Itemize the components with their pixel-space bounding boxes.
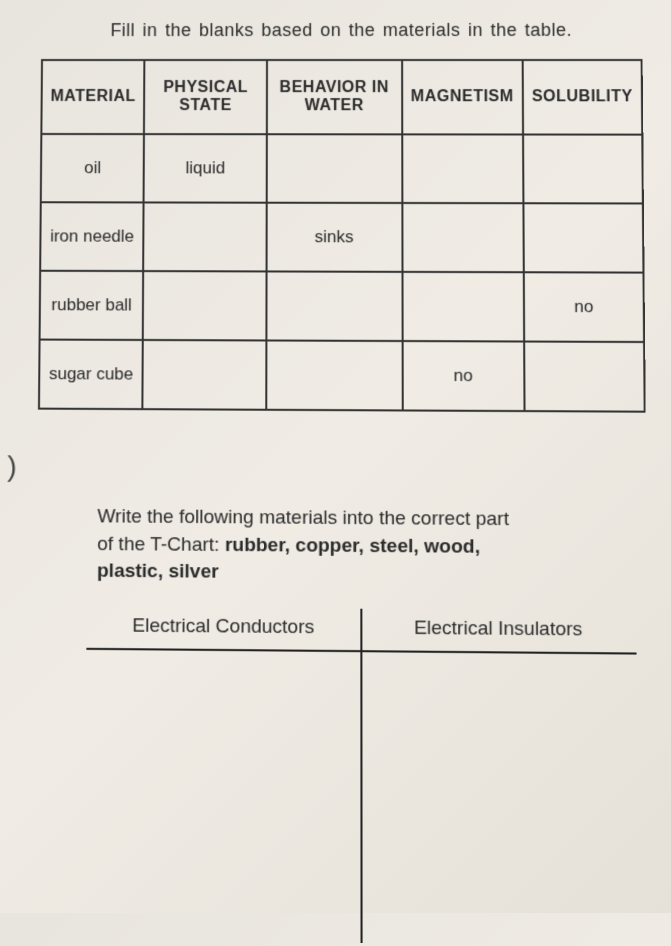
materials-table: MATERIAL PHYSICAL STATE BEHAVIOR IN WATE… xyxy=(38,59,646,413)
cell-solubility[interactable] xyxy=(523,203,643,272)
tchart-header-insulators: Electrical Insulators xyxy=(360,608,636,654)
instruction-text: of the T-Chart: xyxy=(97,533,225,555)
table-header-row: MATERIAL PHYSICAL STATE BEHAVIOR IN WATE… xyxy=(41,60,642,135)
header-material: MATERIAL xyxy=(41,60,144,134)
header-physical-state: PHYSICAL STATE xyxy=(144,60,266,134)
cell-behavior-in-water[interactable] xyxy=(266,271,402,341)
table-row: iron needle sinks xyxy=(40,202,643,272)
cell-solubility[interactable] xyxy=(524,342,645,412)
cell-material: rubber ball xyxy=(40,271,144,340)
header-behavior-in-water: BEHAVIOR IN WATER xyxy=(267,60,402,134)
instruction-text: Write the following materials into the c… xyxy=(97,506,509,530)
cell-magnetism[interactable] xyxy=(402,272,524,342)
cell-magnetism: no xyxy=(402,341,524,411)
cell-magnetism[interactable] xyxy=(402,203,524,272)
materials-list: rubber, copper, steel, wood, xyxy=(225,534,480,557)
cell-physical-state[interactable] xyxy=(143,271,266,340)
fill-blanks-instruction: Fill in the blanks based on the material… xyxy=(41,20,642,41)
cell-solubility[interactable] xyxy=(523,135,643,204)
cell-material: oil xyxy=(41,134,145,202)
tchart-divider xyxy=(360,608,362,942)
cell-material: sugar cube xyxy=(39,340,143,410)
table-row: rubber ball no xyxy=(40,271,645,342)
materials-list: plastic, silver xyxy=(97,561,219,584)
cell-material: iron needle xyxy=(40,202,144,271)
header-solubility: SOLUBILITY xyxy=(523,60,643,135)
cell-behavior-in-water: sinks xyxy=(266,203,402,272)
table-row: sugar cube no xyxy=(39,340,645,412)
t-chart: Electrical Conductors Electrical Insulat… xyxy=(84,606,639,946)
tchart-instruction: Write the following materials into the c… xyxy=(97,504,626,590)
tchart-header-conductors: Electrical Conductors xyxy=(86,606,360,652)
cell-magnetism[interactable] xyxy=(402,134,523,203)
cell-physical-state[interactable] xyxy=(143,340,266,410)
cell-solubility: no xyxy=(524,272,644,342)
cell-behavior-in-water[interactable] xyxy=(267,134,402,203)
table-row: oil liquid xyxy=(41,134,643,203)
cell-physical-state[interactable] xyxy=(144,202,267,271)
header-magnetism: MAGNETISM xyxy=(402,60,523,134)
paren-marker: ) xyxy=(7,450,646,487)
cell-physical-state: liquid xyxy=(144,134,267,203)
cell-behavior-in-water[interactable] xyxy=(266,340,402,410)
